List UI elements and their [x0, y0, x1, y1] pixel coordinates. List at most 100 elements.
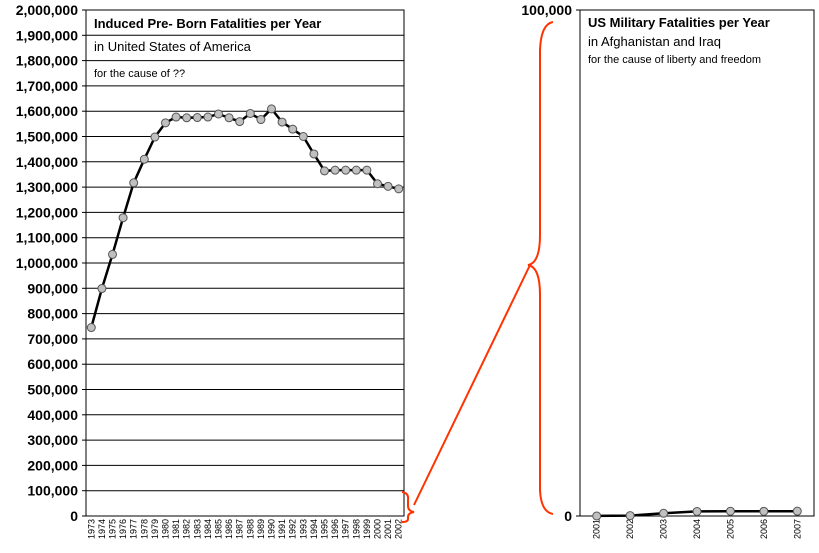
left-data-point [182, 113, 192, 123]
left-x-tick-label: 1976 [118, 519, 128, 539]
left-x-tick-label: 1980 [161, 519, 171, 539]
left-x-tick-label: 1990 [267, 519, 277, 539]
right-data-point [725, 506, 735, 516]
left-x-axis-ticks: 1973 1974 1975 1976 1977 1978 1979 1980 1981 1982… [86, 519, 403, 539]
left-data-point [298, 132, 308, 141]
right-plot-area [579, 9, 815, 517]
left-data-point [86, 323, 96, 333]
left-data-point [139, 154, 149, 164]
left-data-point [256, 115, 266, 125]
right-x-tick-label: 2007 [792, 519, 802, 539]
left-y-tick-label: 600,000 [27, 356, 78, 372]
left-y-tick-label: 900,000 [27, 280, 78, 296]
left-x-tick-label: 1998 [351, 519, 361, 539]
left-y-tick-label: 100,000 [27, 483, 78, 499]
left-x-tick-label: 1994 [309, 519, 319, 539]
zoom-connector [401, 21, 554, 523]
left-data-point [288, 124, 298, 134]
small-brace [401, 491, 415, 523]
left-x-tick-label: 1979 [150, 519, 160, 539]
left-y-tick-label: 1,900,000 [16, 27, 78, 43]
left-y-tick-label: 500,000 [27, 382, 78, 398]
right-data-point [659, 508, 669, 518]
right-data-point [759, 506, 769, 516]
left-y-tick-label: 1,000,000 [16, 255, 78, 271]
left-data-point [214, 109, 223, 119]
left-data-point [330, 165, 340, 175]
left-data-point [203, 112, 213, 122]
left-x-tick-label: 1974 [97, 519, 107, 539]
right-x-tick-label: 2005 [725, 519, 735, 539]
right-x-tick-label: 2002 [625, 519, 635, 539]
left-x-tick-label: 1991 [277, 519, 287, 539]
left-data-point [362, 165, 372, 175]
diagonal-connector-line [413, 264, 531, 506]
left-chart-subtitle-2: for the cause of ?? [94, 68, 185, 80]
left-data-point [161, 118, 170, 128]
left-x-tick-label: 2002 [394, 519, 404, 539]
right-data-point [692, 506, 702, 516]
left-y-tick-label: 2,000,000 [16, 2, 78, 18]
left-data-point [129, 178, 139, 188]
left-data-point [192, 113, 202, 123]
left-data-point [118, 213, 128, 223]
left-x-tick-label: 1989 [256, 519, 266, 539]
left-x-tick-label: 1996 [330, 519, 340, 539]
left-x-tick-label: 1999 [362, 519, 372, 539]
right-x-tick-label: 2004 [692, 519, 702, 539]
left-y-tick-label: 200,000 [27, 457, 78, 473]
left-data-point [171, 112, 181, 122]
left-x-tick-label: 1995 [320, 519, 330, 539]
left-x-tick-label: 1973 [86, 519, 96, 539]
left-y-axis-ticks: 0 100,000 200,000 300,000 400,000 500,000 600,… [16, 2, 86, 524]
right-data-point [592, 511, 602, 521]
left-chart-subtitle-1: in United States of America [94, 39, 252, 54]
left-data-point [277, 117, 287, 127]
left-y-tick-label: 1,600,000 [16, 103, 78, 119]
right-x-tick-label: 2001 [592, 519, 602, 539]
left-x-tick-label: 1984 [203, 519, 213, 539]
left-x-tick-label: 1978 [139, 519, 149, 539]
left-y-tick-label: 800,000 [27, 306, 78, 322]
right-data-point [792, 506, 802, 516]
right-y-axis-ticks: 0 100,000 [521, 2, 580, 524]
left-data-point [341, 165, 351, 175]
left-x-tick-label: 1981 [171, 519, 181, 539]
left-data-point [394, 184, 404, 194]
left-data-point [108, 249, 117, 259]
left-y-tick-label: 1,400,000 [16, 154, 78, 170]
large-brace [527, 21, 554, 515]
left-x-tick-label: 1975 [108, 519, 118, 539]
left-y-tick-label: 1,300,000 [16, 179, 78, 195]
left-data-point [383, 181, 393, 191]
left-data-point [320, 166, 329, 176]
left-x-tick-label: 1977 [129, 519, 139, 539]
left-data-point [235, 117, 245, 127]
right-y-tick-label: 100,000 [521, 2, 572, 18]
left-data-point [245, 108, 255, 118]
right-chart-subtitle-1: in Afghanistan and Iraq [588, 34, 721, 49]
right-x-tick-label: 2003 [659, 519, 669, 539]
left-y-tick-label: 1,700,000 [16, 78, 78, 94]
left-x-tick-label: 1987 [235, 519, 245, 539]
left-y-tick-label: 300,000 [27, 432, 78, 448]
right-data-point [625, 511, 635, 521]
left-data-point [224, 113, 234, 123]
left-data-point [351, 165, 361, 175]
left-y-tick-label: 0 [70, 508, 78, 524]
left-data-point [97, 284, 107, 294]
right-chart-title: US Military Fatalities per Year [588, 15, 770, 30]
left-chart-title: Induced Pre- Born Fatalities per Year [94, 16, 321, 31]
left-x-tick-label: 1997 [341, 519, 351, 539]
right-x-axis-ticks: 2001 2002 2003 2004 2005 2006 2007 [592, 519, 803, 539]
left-data-point [267, 104, 276, 114]
right-series-points [592, 506, 802, 521]
left-x-tick-label: 1986 [224, 519, 234, 539]
right-x-tick-label: 2006 [759, 519, 769, 539]
left-y-tick-label: 700,000 [27, 331, 78, 347]
left-series-points [86, 104, 404, 333]
right-chart-subtitle-2: for the cause of liberty and freedom [588, 54, 761, 66]
left-x-tick-label: 2001 [383, 519, 393, 539]
left-data-point [309, 149, 319, 159]
